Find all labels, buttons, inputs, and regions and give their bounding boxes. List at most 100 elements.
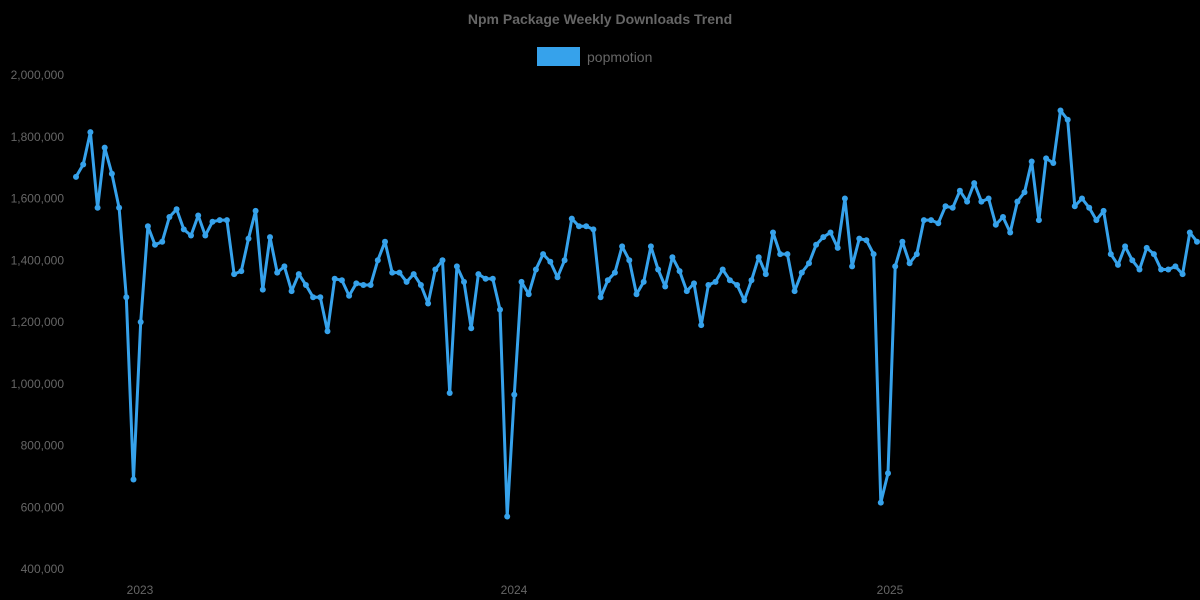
data-point[interactable] [173, 206, 180, 213]
data-point[interactable] [73, 173, 79, 180]
data-point[interactable] [532, 266, 539, 273]
data-point[interactable] [1143, 244, 1150, 251]
data-point[interactable] [116, 204, 123, 211]
data-point[interactable] [540, 251, 547, 258]
data-point[interactable] [1057, 107, 1064, 114]
data-point[interactable] [892, 263, 899, 270]
data-point[interactable] [108, 170, 115, 177]
data-point[interactable] [425, 300, 432, 307]
data-point[interactable] [439, 257, 446, 264]
data-point[interactable] [497, 306, 503, 313]
data-point[interactable] [101, 144, 108, 151]
data-point[interactable] [633, 291, 640, 298]
data-point[interactable] [1071, 203, 1078, 210]
data-point[interactable] [159, 238, 166, 245]
data-point[interactable] [885, 470, 891, 477]
data-point[interactable] [152, 241, 158, 248]
data-point[interactable] [849, 263, 856, 270]
data-point[interactable] [367, 282, 374, 288]
data-point[interactable] [317, 294, 324, 301]
data-point[interactable] [1050, 160, 1057, 166]
data-point[interactable] [252, 207, 259, 214]
data-point[interactable] [971, 180, 978, 187]
data-point[interactable] [410, 271, 417, 278]
data-point[interactable] [813, 241, 820, 248]
data-point[interactable] [798, 269, 805, 276]
data-point[interactable] [619, 243, 626, 250]
data-point[interactable] [223, 217, 230, 224]
data-point[interactable] [166, 214, 173, 220]
data-point[interactable] [920, 217, 927, 224]
data-point[interactable] [1165, 266, 1172, 273]
data-point[interactable] [964, 198, 971, 205]
data-point[interactable] [1129, 257, 1136, 264]
data-point[interactable] [1186, 229, 1193, 236]
data-point[interactable] [195, 212, 202, 219]
data-point[interactable] [676, 268, 683, 275]
data-point[interactable] [1158, 266, 1165, 273]
data-point[interactable] [640, 278, 647, 285]
data-point[interactable] [554, 274, 561, 281]
data-point[interactable] [1007, 229, 1014, 236]
data-point[interactable] [655, 266, 662, 273]
data-point[interactable] [568, 215, 575, 222]
data-point[interactable] [1150, 251, 1157, 258]
data-point[interactable] [310, 294, 317, 301]
legend[interactable]: popmotion [537, 47, 652, 66]
data-point[interactable] [1100, 207, 1107, 214]
data-point[interactable] [80, 161, 87, 168]
data-point[interactable] [1028, 158, 1035, 165]
data-point[interactable] [389, 269, 396, 276]
data-point[interactable] [1079, 195, 1085, 202]
data-point[interactable] [432, 266, 439, 273]
data-point[interactable] [417, 282, 424, 288]
data-point[interactable] [123, 294, 130, 301]
data-point[interactable] [94, 204, 101, 211]
data-point[interactable] [992, 221, 999, 228]
data-point[interactable] [791, 288, 798, 295]
data-point[interactable] [547, 258, 554, 265]
data-point[interactable] [712, 278, 719, 285]
data-point[interactable] [518, 278, 525, 285]
data-point[interactable] [590, 226, 597, 233]
data-point[interactable] [1179, 271, 1186, 278]
data-point[interactable] [1093, 217, 1100, 224]
data-point[interactable] [324, 328, 331, 335]
data-point[interactable] [238, 268, 245, 275]
data-point[interactable] [1064, 116, 1071, 123]
data-point[interactable] [1172, 263, 1179, 270]
data-point[interactable] [561, 257, 568, 264]
data-point[interactable] [691, 280, 697, 287]
data-point[interactable] [453, 263, 460, 270]
data-point[interactable] [475, 271, 482, 278]
data-point[interactable] [144, 223, 151, 230]
data-point[interactable] [719, 266, 726, 273]
data-point[interactable] [446, 390, 453, 396]
data-point[interactable] [274, 269, 281, 276]
data-point[interactable] [762, 271, 769, 278]
data-point[interactable] [956, 187, 963, 194]
data-point[interactable] [281, 263, 288, 270]
data-point[interactable] [741, 297, 748, 304]
data-point[interactable] [604, 277, 611, 284]
data-point[interactable] [698, 322, 705, 329]
data-point[interactable] [525, 291, 532, 298]
data-point[interactable] [928, 217, 935, 224]
data-point[interactable] [259, 286, 266, 293]
data-point[interactable] [374, 257, 381, 264]
data-point[interactable] [662, 283, 669, 290]
data-point[interactable] [1035, 217, 1042, 224]
data-point[interactable] [461, 278, 467, 285]
data-point[interactable] [669, 254, 676, 261]
data-point[interactable] [755, 254, 762, 261]
data-point[interactable] [302, 282, 309, 288]
data-point[interactable] [935, 220, 942, 227]
data-point[interactable] [863, 237, 870, 244]
data-point[interactable] [1000, 214, 1006, 220]
data-point[interactable] [949, 204, 956, 211]
data-point[interactable] [841, 195, 848, 202]
data-point[interactable] [468, 325, 475, 332]
data-point[interactable] [137, 319, 144, 325]
data-point[interactable] [1107, 251, 1114, 258]
data-point[interactable] [209, 218, 216, 225]
